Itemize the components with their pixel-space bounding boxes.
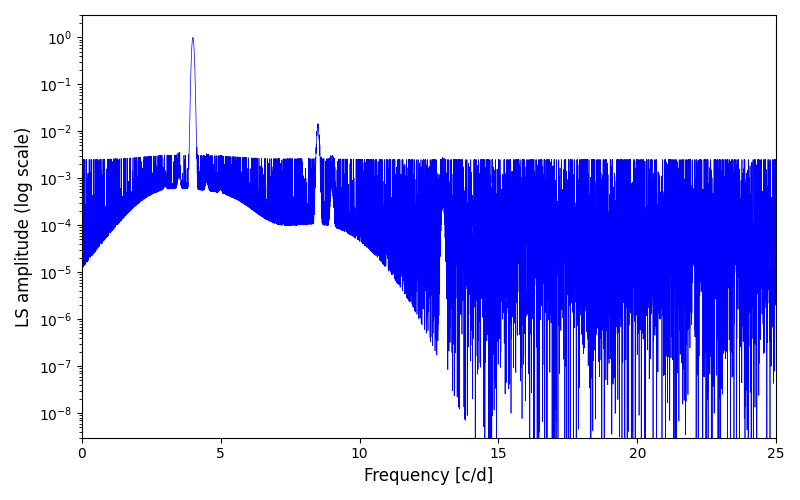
Y-axis label: LS amplitude (log scale): LS amplitude (log scale) bbox=[15, 126, 33, 326]
X-axis label: Frequency [c/d]: Frequency [c/d] bbox=[364, 467, 494, 485]
